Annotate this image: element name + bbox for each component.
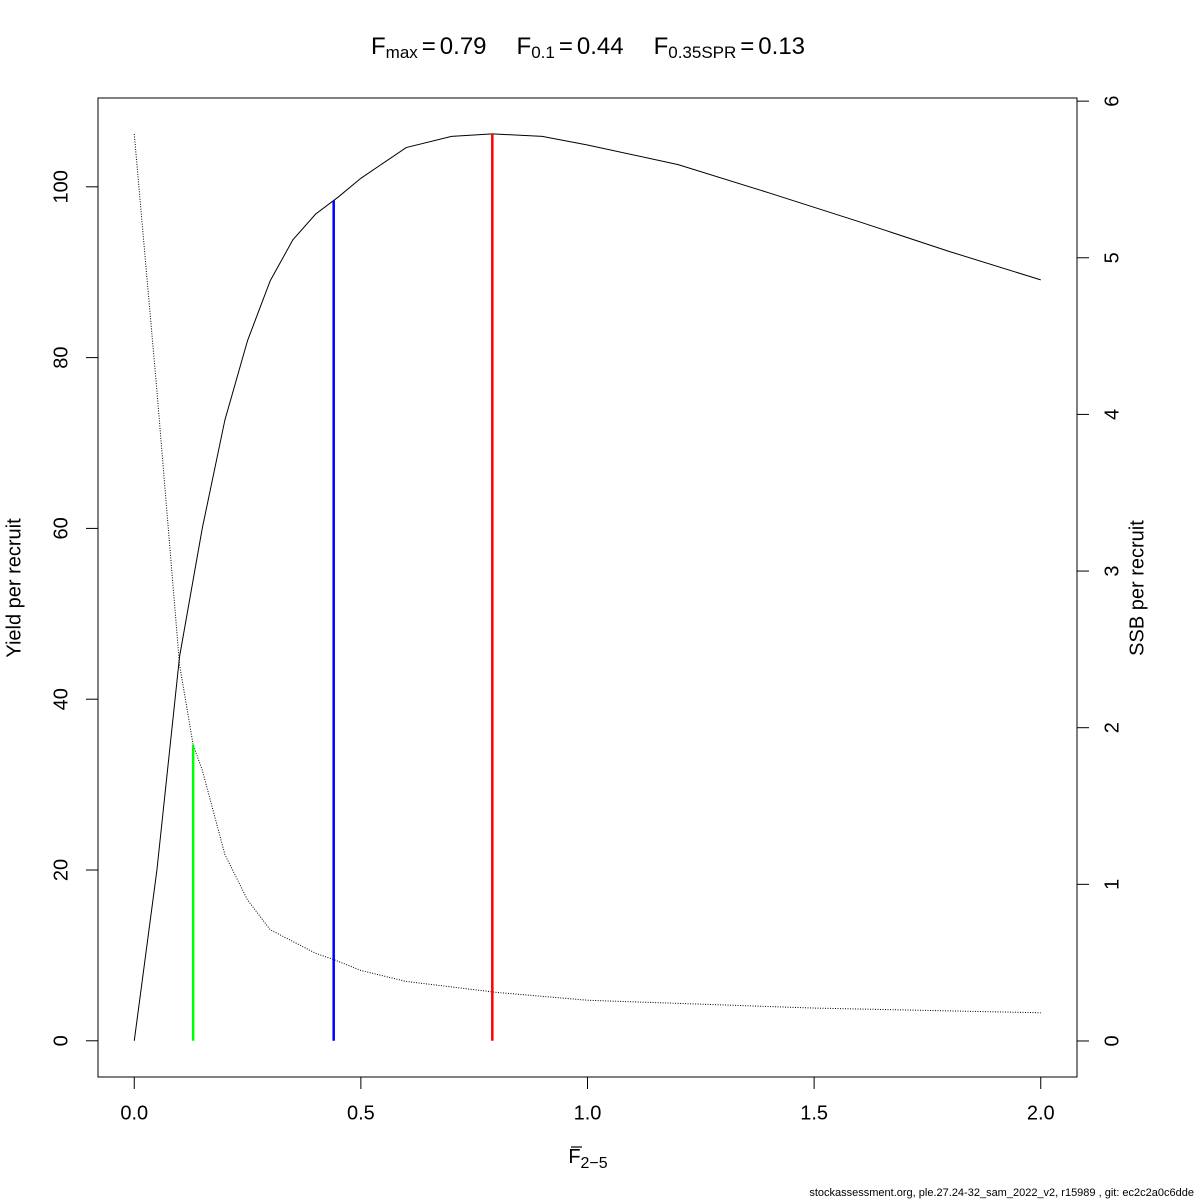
y-tick-label: 20 xyxy=(50,859,72,881)
y-tick-label: 80 xyxy=(50,346,72,368)
title-relation: = xyxy=(422,33,436,60)
y2-tick-label: 5 xyxy=(1101,252,1123,263)
title-relation: = xyxy=(559,33,573,60)
y2-tick-label: 2 xyxy=(1101,722,1123,733)
y-tick-label: 0 xyxy=(50,1035,72,1046)
y-tick-label: 100 xyxy=(50,170,72,203)
y2-axis-label: SSB per recruit xyxy=(1126,520,1148,656)
title-value: 0.79 xyxy=(440,33,487,60)
title-subscript: 0.1 xyxy=(531,43,555,62)
line-series xyxy=(133,133,1041,1041)
y2-tick-label: 4 xyxy=(1101,409,1123,420)
x-tick-label: 1.5 xyxy=(800,1102,828,1124)
title-relation: = xyxy=(740,33,754,60)
y2-tick-label: 3 xyxy=(1101,565,1123,576)
x-label-symbol: F xyxy=(568,1146,580,1168)
x-tick-label: 0.5 xyxy=(347,1102,375,1124)
x-tick-label: 2.0 xyxy=(1027,1102,1055,1124)
title-subscript: max xyxy=(386,43,419,62)
title-symbol: F xyxy=(654,33,669,60)
title-symbol: F xyxy=(371,33,386,60)
x-tick-label: 1.0 xyxy=(574,1102,602,1124)
x-axis-label: F2−5 xyxy=(568,1146,607,1172)
y-axis-label: Yield per recruit xyxy=(3,518,25,658)
x-label-subscript: 2−5 xyxy=(581,1155,608,1172)
chart-title: Fmax = 0.79 F0.1 = 0.44 F0.35SPR = 0.13 xyxy=(371,33,805,62)
x-tick-label: 0.0 xyxy=(120,1102,148,1124)
title-value: 0.13 xyxy=(758,33,805,60)
y-tick-label: 40 xyxy=(50,688,72,710)
footer: stockassessment.org, ple.27.24-32_sam_20… xyxy=(809,1187,1194,1199)
title-value: 0.44 xyxy=(577,33,624,60)
y-tick-label: 60 xyxy=(50,517,72,539)
y2-tick-label: 0 xyxy=(1101,1035,1123,1046)
y2-tick-label: 1 xyxy=(1101,879,1123,890)
line-series xyxy=(133,133,1041,1014)
y2-tick-label: 6 xyxy=(1101,96,1123,107)
title-symbol: F xyxy=(517,33,532,60)
title-subscript: 0.35SPR xyxy=(668,43,736,62)
